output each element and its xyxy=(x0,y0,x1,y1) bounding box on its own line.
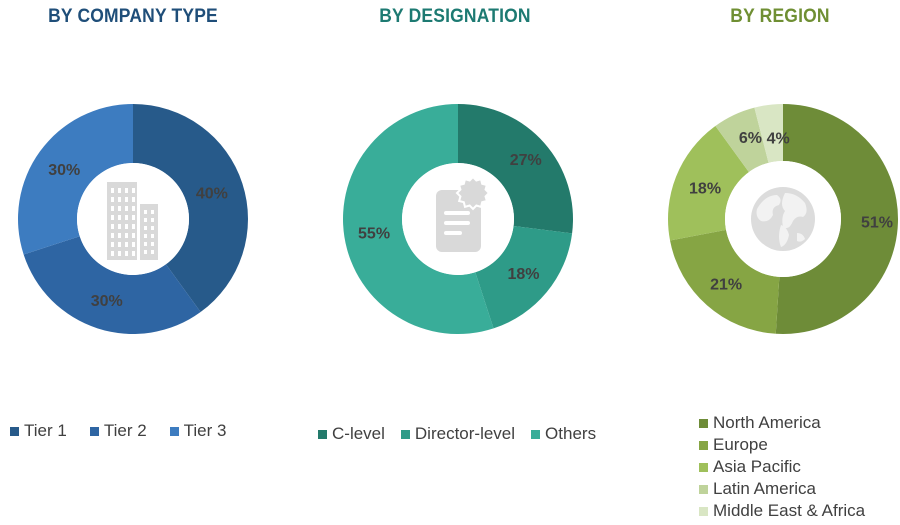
data-label-others: 55% xyxy=(358,225,390,242)
slice-north-america xyxy=(775,104,898,334)
chart-title-company-type: BY COMPANY TYPE xyxy=(48,6,218,27)
data-label-latin-america: 6% xyxy=(739,130,762,147)
legend-company-type: Tier 1 Tier 2 Tier 3 xyxy=(10,421,249,441)
legend-swatch xyxy=(699,462,708,472)
globe-icon xyxy=(751,187,815,251)
legend-label: Europe xyxy=(713,435,768,454)
legend-item-middle-east-africa: Middle East & Africa xyxy=(699,500,865,522)
slice-europe xyxy=(670,229,780,334)
data-label-asia-pacific: 18% xyxy=(689,180,721,197)
legend-label: Tier 3 xyxy=(183,421,227,440)
slice-latin-america xyxy=(715,107,769,173)
legend-item-director-level: Director-level xyxy=(400,424,516,444)
legend-label: Latin America xyxy=(713,479,816,498)
data-label-c-level: 27% xyxy=(510,152,542,169)
legend-label: North America xyxy=(713,413,821,432)
legend-item-tier-2: Tier 2 xyxy=(89,421,147,441)
data-label-director-level: 18% xyxy=(507,266,539,283)
slice-tier-2 xyxy=(23,236,201,334)
legend-swatch xyxy=(10,426,19,436)
legend-label: C-level xyxy=(332,424,385,443)
legend-label: Asia Pacific xyxy=(713,457,801,476)
legend-swatch xyxy=(699,484,708,494)
legend-swatch xyxy=(400,429,410,439)
chart-title-region: BY REGION xyxy=(730,6,830,27)
legend-swatch xyxy=(169,426,179,436)
legend-item-latin-america: Latin America xyxy=(699,478,865,500)
donut-chart-region: 51% 21% 18% 6% 4% xyxy=(668,104,898,334)
data-label-tier-1: 40% xyxy=(196,186,228,203)
legend-label: Director-level xyxy=(414,424,516,443)
data-label-north-america: 51% xyxy=(861,215,893,232)
slice-asia-pacific xyxy=(668,125,749,241)
buildings-icon xyxy=(107,182,158,260)
legend-item-asia-pacific: Asia Pacific xyxy=(699,456,865,478)
legend-item-c-level: C-level xyxy=(318,424,385,444)
legend-swatch xyxy=(531,429,541,439)
donut-chart-company-type: 40% 30% 30% xyxy=(17,104,248,334)
legend-label: Tier 1 xyxy=(24,421,67,440)
certificate-document-icon xyxy=(436,175,491,252)
legend-swatch xyxy=(318,429,327,439)
data-label-tier-3: 30% xyxy=(48,162,80,179)
legend-label: Middle East & Africa xyxy=(713,501,866,520)
chart-title-designation: BY DESIGNATION xyxy=(379,6,531,27)
legend-item-europe: Europe xyxy=(699,434,865,456)
legend-swatch xyxy=(699,418,708,428)
legend-item-north-america: North America xyxy=(699,412,865,434)
legend-swatch xyxy=(699,506,708,516)
legend-item-tier-3: Tier 3 xyxy=(169,421,227,441)
legend-designation: C-level Director-level Others xyxy=(318,424,612,444)
slice-c-level xyxy=(458,104,574,234)
data-label-europe: 21% xyxy=(710,277,742,294)
legend-item-tier-1: Tier 1 xyxy=(10,421,67,441)
data-label-middle-east-africa: 4% xyxy=(767,131,790,148)
donut-chart-designation: 27% 18% 55% xyxy=(342,104,574,334)
legend-label: Others xyxy=(545,424,597,443)
legend-region: North America Europe Asia Pacific Latin Ame… xyxy=(699,412,865,522)
slice-tier-1 xyxy=(133,104,248,313)
data-label-tier-2: 30% xyxy=(91,293,123,310)
legend-swatch xyxy=(89,426,99,436)
legend-label: Tier 2 xyxy=(103,421,147,440)
slice-director-level xyxy=(475,226,573,329)
slice-others xyxy=(342,104,494,334)
legend-item-others: Others xyxy=(531,424,596,444)
legend-swatch xyxy=(699,440,708,450)
slice-tier-3 xyxy=(17,104,133,255)
slice-middle-east-africa xyxy=(754,104,783,163)
